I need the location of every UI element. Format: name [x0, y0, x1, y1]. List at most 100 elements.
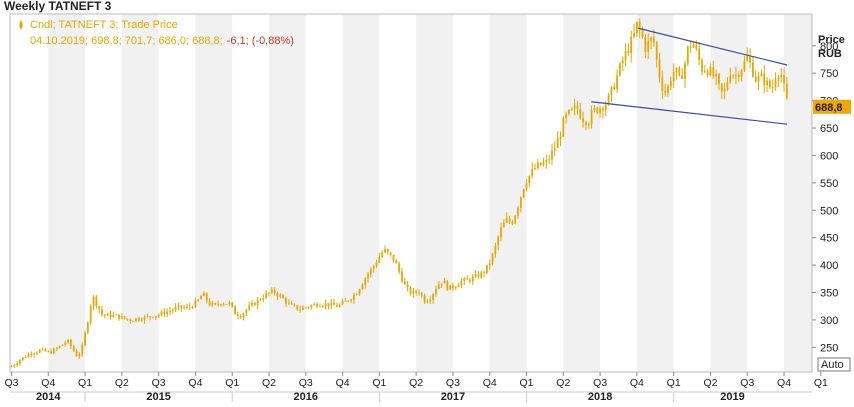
candle-body: [401, 271, 403, 282]
candle-body: [19, 359, 21, 364]
x-year-label: 2018: [588, 391, 612, 402]
y-tick-label: 500: [820, 205, 838, 217]
candle-body: [610, 86, 613, 95]
x-year-label: 2015: [146, 391, 170, 402]
candle-body: [746, 56, 749, 61]
candle-body: [183, 307, 185, 309]
candle-body: [64, 342, 67, 345]
candle-body: [316, 304, 319, 307]
candle-body: [647, 40, 650, 52]
candle-body: [338, 304, 341, 307]
candle-body: [658, 59, 661, 78]
candle-body: [214, 303, 217, 305]
quarter-band: [195, 14, 233, 372]
candle-body: [633, 33, 635, 37]
x-tick-label: Q1: [520, 377, 534, 389]
candle-body: [692, 44, 695, 48]
candle-body: [415, 290, 418, 293]
candle-body: [103, 314, 106, 316]
candle-body: [336, 305, 338, 307]
y-tick-label: 600: [820, 150, 838, 162]
candle-body: [228, 302, 231, 304]
candle-body: [234, 306, 236, 315]
candle-body: [590, 109, 593, 125]
candle-body: [166, 311, 169, 315]
candle-body: [760, 73, 763, 77]
candle-body: [55, 348, 58, 349]
candle-body: [545, 159, 548, 163]
candle-body: [732, 75, 735, 77]
candle-body: [344, 300, 347, 302]
candle-body: [324, 303, 327, 306]
candle-body: [27, 354, 30, 358]
candle-body: [418, 292, 420, 294]
candle-body: [613, 86, 616, 89]
candle-body: [36, 352, 38, 354]
candle-body: [347, 300, 350, 302]
x-tick-label: Q4: [777, 377, 791, 389]
candle-body: [726, 82, 729, 90]
candle-body: [630, 36, 633, 54]
candle-body: [483, 272, 485, 273]
x-tick-label: Q4: [630, 377, 644, 389]
x-tick-label: Q3: [740, 377, 754, 389]
candle-body: [217, 304, 219, 305]
candle-body: [333, 302, 335, 306]
candle-body: [53, 348, 55, 354]
x-tick-label: Q4: [188, 377, 202, 389]
y-tick-label: 250: [820, 342, 838, 354]
candle-body: [508, 218, 511, 222]
candle-body: [123, 316, 126, 319]
candle-body: [137, 318, 140, 321]
candle-body: [777, 77, 780, 80]
candle-body: [435, 288, 437, 295]
candle-body: [723, 89, 726, 92]
candle-body: [386, 249, 389, 253]
candle-body: [287, 302, 290, 304]
candle-body: [194, 300, 197, 308]
candle-body: [225, 303, 228, 305]
candle-body: [364, 278, 367, 285]
x-tick-label: Q4: [483, 377, 497, 389]
candle-body: [599, 108, 601, 113]
candle-body: [101, 309, 103, 315]
candle-body: [596, 107, 599, 113]
candle-body: [638, 21, 641, 30]
candle-body: [381, 252, 384, 258]
candle-body: [698, 48, 701, 60]
candle-body: [695, 44, 698, 49]
candle-body: [188, 306, 191, 308]
candle-body: [403, 281, 406, 285]
candle-body: [740, 70, 743, 78]
candle-body: [140, 320, 143, 322]
candle-body: [587, 124, 590, 126]
candle-body: [735, 75, 737, 76]
candle-body: [763, 73, 766, 86]
legend-ohlc-values: 04.10.2019; 698,8; 701,7; 686,0; 688,8;: [30, 35, 223, 47]
y-axis-title-line1: Price: [818, 34, 845, 46]
candle-body: [50, 351, 52, 354]
candle-body: [429, 299, 432, 302]
candle-body: [678, 67, 681, 76]
y-tick-label: 450: [820, 233, 838, 245]
candle-body: [712, 67, 715, 77]
candle-body: [270, 289, 273, 293]
candle-body: [706, 70, 709, 75]
candle-body: [219, 304, 222, 306]
candle-body: [446, 280, 449, 290]
candle-body: [307, 307, 310, 308]
candle-body: [488, 263, 491, 266]
candle-body: [426, 301, 429, 303]
candle-body: [562, 118, 565, 137]
candle-body: [477, 274, 480, 278]
candle-body: [369, 268, 372, 275]
x-tick-label: Q2: [703, 377, 717, 389]
candle-body: [774, 79, 777, 88]
candle-body: [197, 299, 200, 301]
candle-body: [754, 76, 757, 82]
candle-body: [432, 294, 435, 300]
candle-body: [389, 252, 392, 255]
quarter-band: [710, 14, 748, 372]
candle-body: [163, 311, 166, 315]
candle-body: [621, 60, 624, 64]
